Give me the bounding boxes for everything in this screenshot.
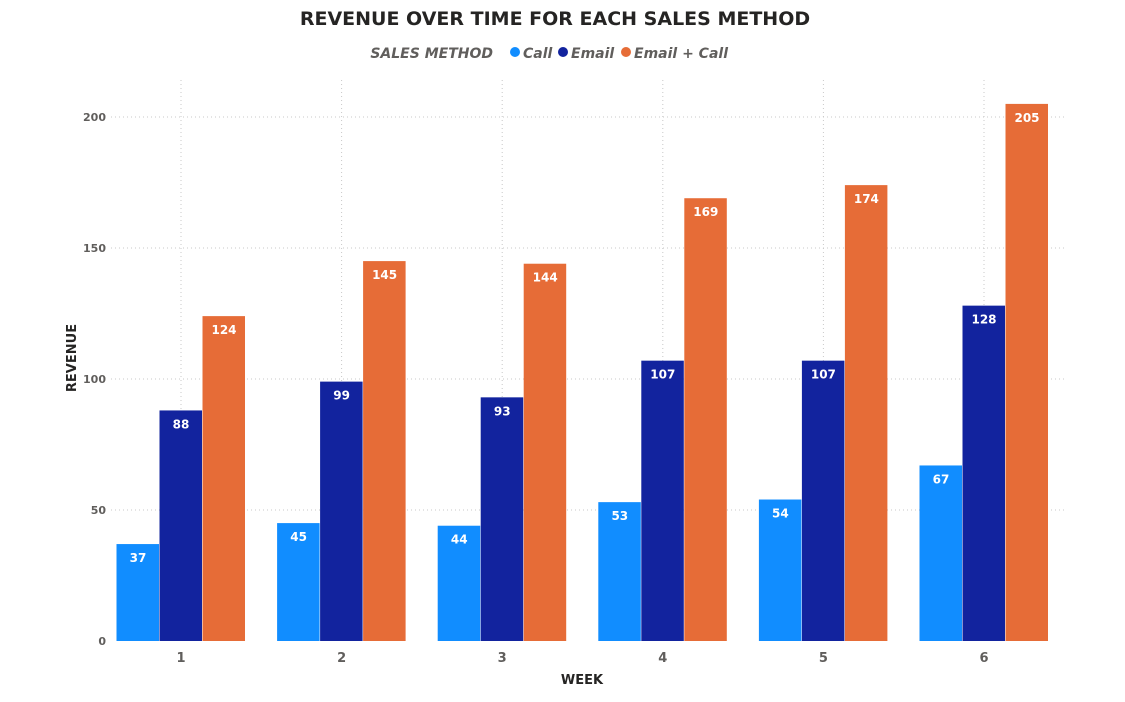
data-label: 145 [372, 268, 397, 282]
legend-label: Call [523, 46, 553, 62]
data-label: 169 [693, 205, 718, 219]
data-label: 88 [173, 417, 190, 431]
data-label: 45 [290, 530, 307, 544]
legend: SALES METHOD Call Email Email + Call [370, 46, 728, 62]
legend-title: SALES METHOD [370, 46, 493, 62]
bar-email-week-2 [320, 381, 363, 641]
legend-label: Email + Call [634, 46, 728, 62]
bar-email-week-1 [159, 410, 202, 641]
data-label: 37 [130, 551, 147, 565]
bar-email-call-week-1 [202, 316, 245, 641]
data-label: 205 [1014, 111, 1039, 125]
y-axis-ticks: 0 50 100 150 200 [83, 111, 106, 648]
bar-email-week-5 [801, 360, 845, 641]
x-tick-label: 1 [176, 651, 185, 666]
y-tick-label: 0 [98, 635, 106, 648]
y-axis-title: REVENUE [65, 324, 80, 392]
data-label: 53 [611, 509, 628, 523]
legend-marker-call [510, 47, 520, 57]
bar-email-call-week-4 [684, 198, 727, 641]
legend-marker-email [558, 47, 568, 57]
bar-call-week-5 [758, 499, 802, 641]
bar-email-week-3 [480, 397, 524, 641]
y-tick-label: 50 [91, 504, 107, 517]
bar-call-week-6 [919, 465, 962, 641]
y-tick-label: 100 [83, 373, 106, 386]
legend-label: Email [571, 46, 614, 62]
x-tick-label: 2 [337, 651, 346, 666]
chart-title: REVENUE OVER TIME FOR EACH SALES METHOD [300, 8, 810, 30]
x-axis-ticks: 1 2 3 4 5 6 [176, 651, 988, 666]
bar-email-call-week-3 [523, 263, 567, 641]
bar-email-call-week-5 [844, 185, 888, 641]
bar-call-week-2 [277, 523, 320, 641]
data-label: 174 [854, 192, 879, 206]
bar-call-week-4 [598, 502, 641, 641]
bars [116, 103, 1048, 641]
bar-email-week-4 [641, 360, 684, 641]
bar-email-call-week-2 [363, 261, 406, 641]
data-label: 99 [333, 389, 350, 403]
bar-call-week-1 [116, 544, 159, 641]
data-label: 107 [650, 368, 675, 382]
x-tick-label: 3 [498, 651, 507, 666]
data-label: 107 [811, 368, 836, 382]
data-label: 54 [772, 507, 789, 521]
data-label: 128 [971, 313, 996, 327]
data-labels: 37 88 124 45 99 145 44 93 144 53 107 169 54 107 174 67 1… [130, 111, 1040, 565]
y-tick-label: 200 [83, 111, 106, 124]
data-label: 124 [211, 323, 236, 337]
x-tick-label: 6 [979, 651, 988, 666]
x-axis-title: WEEK [561, 673, 604, 688]
bar-call-week-3 [437, 525, 481, 641]
data-label: 93 [494, 404, 511, 418]
data-label: 67 [933, 472, 950, 486]
y-tick-label: 150 [83, 242, 106, 255]
legend-marker-email-call [621, 47, 631, 57]
x-tick-label: 4 [658, 651, 667, 666]
bar-email-week-6 [962, 305, 1005, 641]
bar-email-call-week-6 [1005, 103, 1048, 641]
data-label: 44 [451, 533, 468, 547]
x-tick-label: 5 [819, 651, 828, 666]
data-label: 144 [533, 271, 558, 285]
